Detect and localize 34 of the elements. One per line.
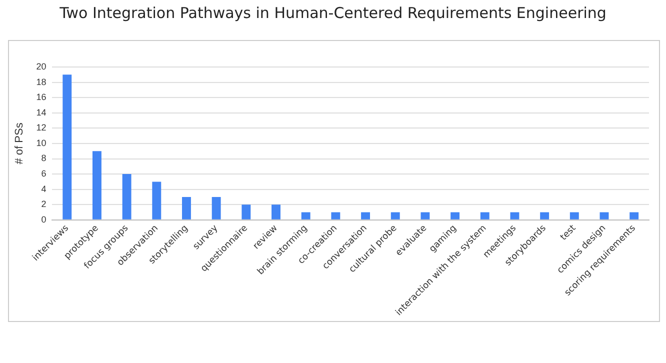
y-axis-title: # of PSs xyxy=(14,122,26,164)
bar xyxy=(630,212,639,220)
bar xyxy=(152,182,162,220)
y-tick-label: 2 xyxy=(41,199,46,210)
y-tick-label: 0 xyxy=(41,214,46,224)
bar xyxy=(510,212,520,220)
y-tick-label: 18 xyxy=(36,76,46,87)
bar xyxy=(92,151,102,220)
y-tick-label: 16 xyxy=(36,92,46,102)
y-tick-label: 8 xyxy=(41,153,46,164)
y-tick-label: 4 xyxy=(41,184,46,194)
bar xyxy=(600,212,609,220)
bar xyxy=(212,196,221,220)
bar xyxy=(420,212,430,220)
bar xyxy=(182,196,191,220)
y-tick-label: 14 xyxy=(36,107,46,118)
bar xyxy=(272,204,280,220)
bar xyxy=(361,212,370,220)
chart-title: Two Integration Pathways in Human-Centered Requirements Engineering xyxy=(58,4,608,22)
x-tick-label: test xyxy=(558,223,579,243)
bar xyxy=(570,212,579,220)
bar xyxy=(450,212,460,220)
bar xyxy=(390,212,400,220)
bar xyxy=(301,212,310,220)
y-tick-label: 12 xyxy=(36,122,46,133)
bar xyxy=(540,212,550,220)
bar xyxy=(62,74,72,220)
bar xyxy=(331,212,340,220)
y-tick-label: 10 xyxy=(36,138,46,148)
y-tick-label: 6 xyxy=(41,168,46,179)
bar xyxy=(122,174,132,220)
bar xyxy=(480,212,490,220)
y-tick-label: 20 xyxy=(36,61,46,72)
bar xyxy=(242,204,251,220)
